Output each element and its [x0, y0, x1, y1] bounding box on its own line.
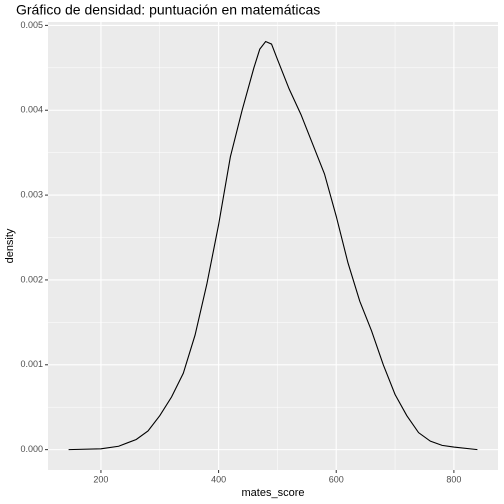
density-line — [68, 40, 478, 451]
x-tick-label: 400 — [211, 474, 226, 484]
x-tick-label: 600 — [329, 474, 344, 484]
y-tick-label: 0.000 — [20, 444, 43, 454]
y-tick-label: 0.005 — [20, 20, 43, 30]
x-axis-label: mates_score — [242, 487, 305, 499]
y-tick-label: 0.003 — [20, 189, 43, 199]
panel — [48, 22, 498, 470]
y-axis-label: density — [4, 228, 16, 263]
x-tick-label: 800 — [446, 474, 461, 484]
y-tick-label: 0.001 — [20, 359, 43, 369]
y-tick-label: 0.004 — [20, 105, 43, 115]
chart-title: Gráfico de densidad: puntuación en matem… — [16, 2, 320, 18]
y-tick-label: 0.002 — [20, 274, 43, 284]
x-tick-label: 200 — [93, 474, 108, 484]
